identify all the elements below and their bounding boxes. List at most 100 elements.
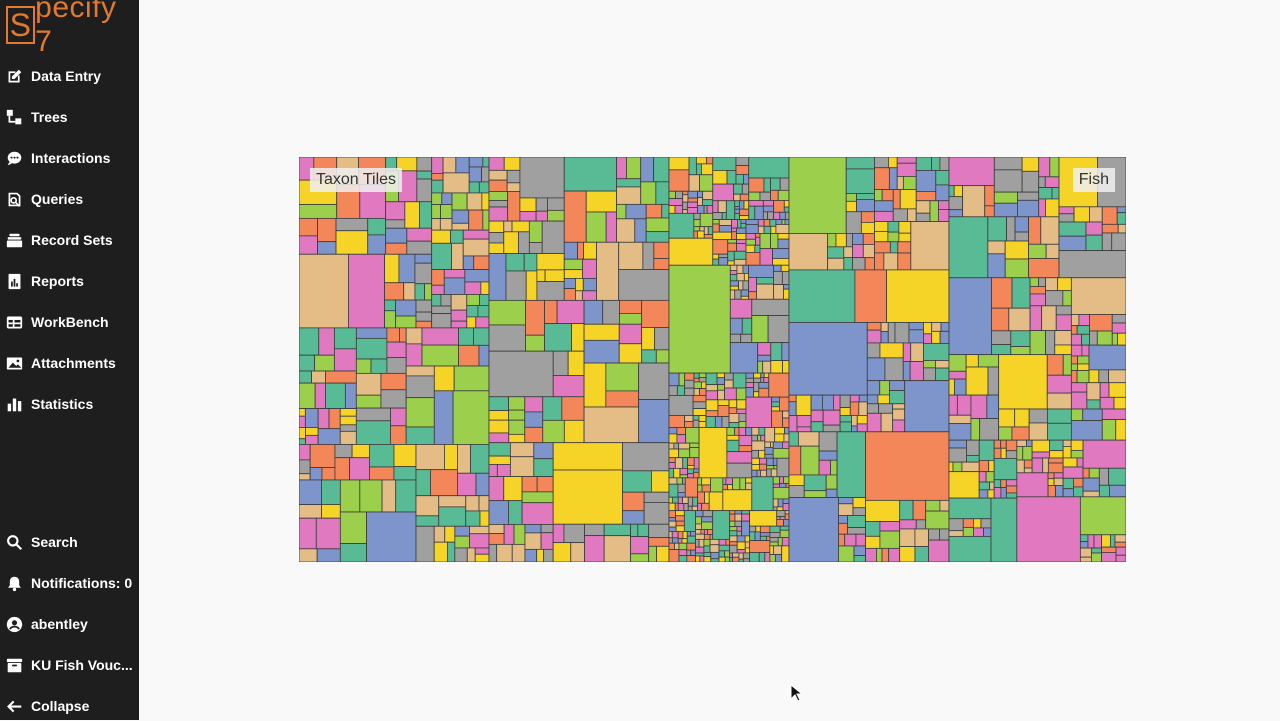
taxon-tile[interactable] (755, 525, 761, 533)
taxon-tile[interactable] (540, 532, 554, 550)
taxon-tile[interactable] (695, 529, 702, 535)
taxon-tile[interactable] (682, 477, 686, 485)
taxon-tile[interactable] (838, 515, 848, 524)
taxon-tile[interactable] (552, 523, 565, 544)
taxon-tile[interactable] (678, 442, 691, 450)
taxon-tile[interactable] (987, 216, 1007, 242)
taxon-tile[interactable] (299, 459, 311, 475)
taxon-tile[interactable] (524, 548, 538, 562)
taxon-tile[interactable] (991, 330, 1012, 346)
taxon-tile[interactable] (948, 530, 964, 537)
nav-notifications[interactable]: Notifications: 0 (0, 568, 139, 598)
taxon-tile[interactable] (1101, 206, 1118, 225)
taxon-tile[interactable] (865, 499, 901, 522)
taxon-tile[interactable] (468, 209, 484, 231)
taxon-tile[interactable] (751, 434, 758, 442)
taxon-tile[interactable] (731, 227, 737, 233)
taxon-tile[interactable] (488, 543, 498, 562)
taxon-tile[interactable] (478, 495, 490, 512)
taxon-tile[interactable] (797, 431, 820, 447)
taxon-tile[interactable] (1070, 450, 1084, 459)
taxon-tile[interactable] (899, 546, 916, 562)
taxon-tile[interactable] (874, 200, 894, 212)
taxon-tile[interactable] (1098, 369, 1110, 384)
taxon-tile[interactable] (1042, 457, 1049, 474)
nav-user[interactable]: abentley (0, 609, 139, 639)
taxon-tile[interactable] (898, 221, 912, 234)
taxon-tile[interactable] (736, 526, 743, 532)
taxon-tile[interactable] (718, 538, 727, 546)
taxon-tile[interactable] (1070, 391, 1088, 410)
taxon-tile[interactable] (563, 419, 585, 444)
taxon-tile[interactable] (1087, 534, 1095, 549)
taxon-tile[interactable] (705, 372, 718, 386)
taxon-tile[interactable] (645, 217, 670, 233)
taxon-tile[interactable] (784, 219, 790, 225)
taxon-tile[interactable] (915, 191, 937, 202)
taxon-tile[interactable] (452, 390, 490, 445)
taxon-tile[interactable] (405, 375, 435, 399)
taxon-tile[interactable] (304, 408, 319, 428)
taxon-tile[interactable] (1115, 419, 1126, 441)
taxon-tile[interactable] (556, 299, 585, 325)
taxon-tile[interactable] (431, 172, 444, 181)
taxon-tile[interactable] (416, 170, 433, 180)
taxon-tile[interactable] (722, 489, 753, 512)
taxon-tile[interactable] (856, 199, 875, 213)
taxon-tile[interactable] (910, 221, 950, 271)
taxon-tile[interactable] (675, 510, 685, 517)
taxon-tile[interactable] (879, 342, 904, 359)
taxon-tile[interactable] (724, 550, 731, 558)
taxon-tile[interactable] (1116, 212, 1126, 225)
taxon-tile[interactable] (442, 157, 457, 174)
taxon-tile[interactable] (845, 200, 857, 213)
taxon-tile[interactable] (695, 523, 702, 530)
taxon-tile[interactable] (684, 387, 695, 396)
taxon-tile[interactable] (416, 157, 433, 172)
taxon-tile[interactable] (796, 415, 812, 428)
taxon-tile[interactable] (844, 533, 857, 547)
taxon-tile[interactable] (405, 343, 423, 367)
taxon-tile[interactable] (899, 499, 914, 521)
taxon-tile[interactable] (563, 523, 585, 544)
taxon-tile[interactable] (874, 241, 891, 254)
taxon-tile[interactable] (768, 372, 790, 398)
taxon-tile[interactable] (508, 396, 526, 411)
taxon-tile[interactable] (993, 191, 1018, 204)
taxon-tile[interactable] (335, 230, 369, 255)
taxon-tile[interactable] (766, 457, 774, 467)
taxon-tile[interactable] (431, 313, 452, 329)
taxon-tile[interactable] (965, 354, 979, 368)
taxon-tile[interactable] (674, 542, 680, 550)
taxon-tile[interactable] (299, 354, 316, 372)
taxon-tile[interactable] (640, 181, 657, 205)
taxon-tile[interactable] (766, 465, 775, 470)
taxon-tile[interactable] (668, 549, 680, 562)
taxon-tile[interactable] (462, 255, 475, 270)
taxon-tile[interactable] (743, 272, 750, 282)
taxon-tile[interactable] (630, 536, 650, 555)
taxon-tile[interactable] (583, 241, 597, 260)
taxon-tile[interactable] (305, 434, 319, 445)
taxon-tile[interactable] (540, 524, 554, 534)
taxon-tile[interactable] (788, 269, 856, 323)
taxon-tile[interactable] (993, 169, 1023, 193)
taxon-tile[interactable] (712, 223, 720, 233)
taxon-tile[interactable] (902, 342, 912, 362)
taxon-tile[interactable] (776, 519, 784, 527)
taxon-tile[interactable] (438, 495, 467, 508)
taxon-tile[interactable] (571, 323, 585, 352)
taxon-tile[interactable] (781, 537, 790, 547)
taxon-tile[interactable] (1031, 439, 1050, 453)
taxon-tile[interactable] (788, 401, 797, 416)
taxon-tile[interactable] (736, 264, 744, 274)
taxon-tile[interactable] (1086, 382, 1101, 401)
taxon-tile[interactable] (370, 358, 388, 374)
taxon-tile[interactable] (450, 320, 468, 329)
taxon-tile[interactable] (421, 344, 459, 367)
taxon-tile[interactable] (414, 253, 433, 264)
taxon-tile[interactable] (948, 277, 992, 356)
taxon-tile[interactable] (772, 248, 790, 259)
taxon-tile[interactable] (763, 225, 772, 234)
taxon-tile[interactable] (1082, 467, 1090, 479)
